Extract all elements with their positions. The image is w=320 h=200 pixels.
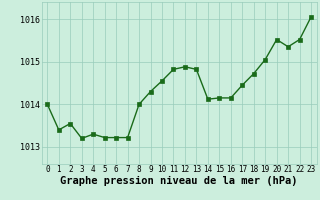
X-axis label: Graphe pression niveau de la mer (hPa): Graphe pression niveau de la mer (hPa) xyxy=(60,176,298,186)
